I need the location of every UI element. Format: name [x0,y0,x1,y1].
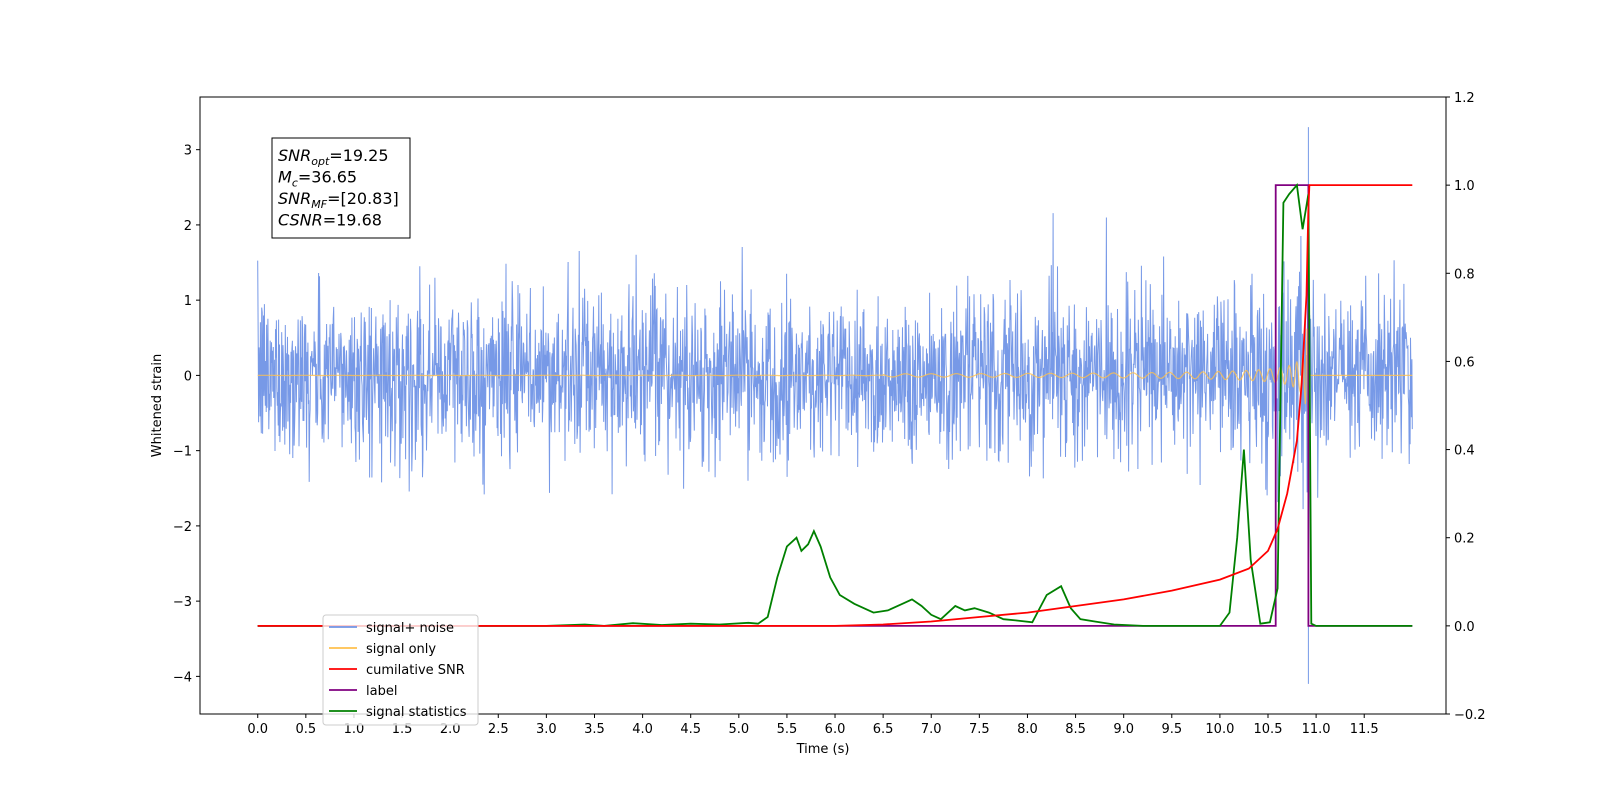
legend-entry-label: signal only [366,642,436,657]
x-tick-label: 5.5 [777,722,798,737]
y2-tick-label: −0.2 [1454,708,1486,723]
series-signal-only-line [257,328,1413,457]
x-axis-label: Time (s) [796,742,850,757]
x-tick-label: 7.5 [969,722,990,737]
annotation-line: CSNR=19.68 [278,211,382,230]
y-tick-label: 1 [184,294,192,309]
y-tick-label: 0 [184,369,192,384]
y2-tick-label: 0.4 [1454,444,1475,459]
x-tick-label: 11.0 [1302,722,1331,737]
x-tick-label: 3.5 [584,722,605,737]
x-tick-label: 8.0 [1017,722,1038,737]
x-tick-label: 9.0 [1113,722,1134,737]
x-tick-label: 4.5 [680,722,701,737]
y-tick-label: −4 [173,670,192,685]
legend-entry-label: signal+ noise [366,621,454,636]
y2-tick-label: 1.0 [1454,179,1475,194]
series-signal-noise-line [257,127,1413,684]
x-tick-label: 1.0 [344,722,365,737]
x-tick-label: 10.5 [1254,722,1283,737]
plot-area [257,127,1413,684]
x-tick-label: 3.0 [536,722,557,737]
y2-tick-label: 0.8 [1454,267,1475,282]
x-tick-label: 0.0 [247,722,268,737]
y2-tick-label: 1.2 [1454,91,1475,106]
x-tick-label: 4.0 [632,722,653,737]
x-tick-label: 0.5 [295,722,316,737]
x-tick-label: 6.5 [873,722,894,737]
x-tick-label: 1.5 [392,722,413,737]
y2-tick-label: 0.0 [1454,620,1475,635]
x-tick-label: 7.0 [921,722,942,737]
annotation-line: SNRopt=19.25 [278,146,389,168]
y-axis-label: Whitened strain [150,354,165,457]
annotation-line: SNRMF=[20.83] [278,189,399,211]
annotation-line: Mc=36.65 [278,168,357,190]
x-tick-label: 6.0 [825,722,846,737]
x-tick-label: 9.5 [1161,722,1182,737]
y-axis-right: 1.2 1.0 0.8 0.6 0.4 0.2 0.0 −0.2 [1446,91,1486,723]
annotation-box-frame [271,137,411,239]
x-tick-label: 8.5 [1065,722,1086,737]
x-tick-label: 2.0 [440,722,461,737]
x-tick-label: 2.5 [488,722,509,737]
y-tick-label: −3 [173,595,192,610]
y-tick-label: −1 [173,445,192,460]
y-tick-label: −2 [173,520,192,535]
x-tick-label: 10.0 [1205,722,1234,737]
x-tick-label: 11.5 [1350,722,1379,737]
y-axis-left: 3 2 1 0 −1 −2 −3 −4 [173,144,200,685]
series-cumulative-snr-line [257,184,1413,627]
y2-tick-label: 0.6 [1454,355,1475,370]
axes-frame [199,96,1447,715]
legend: signal+ noise signal only cumilative SNR la… [322,614,479,726]
x-tick-label: 5.0 [728,722,749,737]
stats-annotation-box: SNRopt=19.25Mc=36.65SNRMF=[20.83]CSNR=19… [271,137,411,239]
legend-frame [322,614,479,726]
legend-entry-label: label [366,684,397,699]
legend-entry-label: signal statistics [366,705,467,720]
x-axis: 0.0 0.5 1.0 1.5 2.0 2.5 3.0 3.5 4.0 4.5 5.0 5.5 6.0 6… [247,714,1379,737]
y-tick-label: 2 [184,219,192,234]
legend-entry-label: cumilative SNR [366,663,465,678]
y-tick-label: 3 [184,144,192,159]
y2-tick-label: 0.2 [1454,532,1475,547]
series-signal-statistics-line [257,182,1413,627]
